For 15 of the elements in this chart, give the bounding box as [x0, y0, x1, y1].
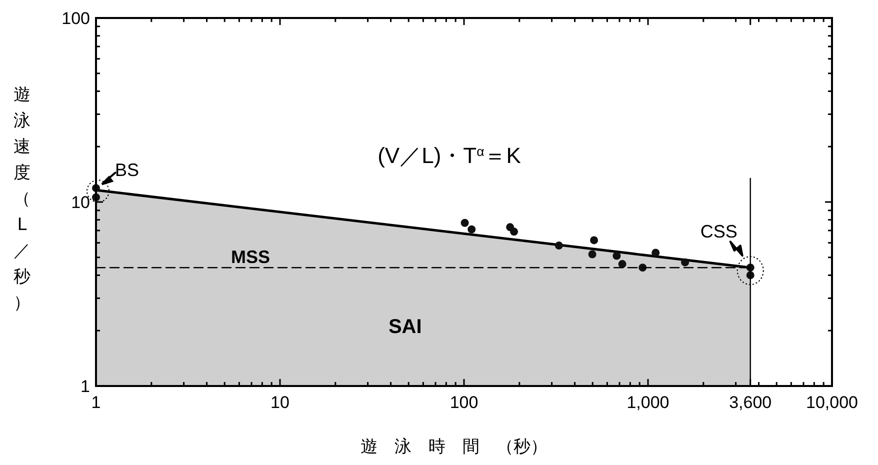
annotation: BS [115, 160, 140, 180]
x-tick-label: 10 [270, 393, 290, 412]
y-tick-label: 10 [71, 192, 90, 212]
x-axis-title: 遊 泳 時 間 （秒） [360, 437, 548, 457]
x-tick-label: 3,600 [729, 393, 772, 412]
annotation: MSS [231, 247, 270, 267]
annotation: SAI [388, 316, 422, 338]
text: 遊泳速度（L／秒） [14, 85, 30, 313]
annotation: (V／L)・T$^{α}$＝K [378, 143, 522, 168]
annotation: CSS [700, 222, 738, 242]
x-tick-label: 100 [450, 393, 478, 412]
y-tick-label: 100 [62, 8, 90, 28]
x-tick-label: 1,000 [626, 393, 670, 412]
x-tick-label: 10,000 [806, 393, 858, 412]
y-tick-label: 1 [80, 376, 90, 396]
